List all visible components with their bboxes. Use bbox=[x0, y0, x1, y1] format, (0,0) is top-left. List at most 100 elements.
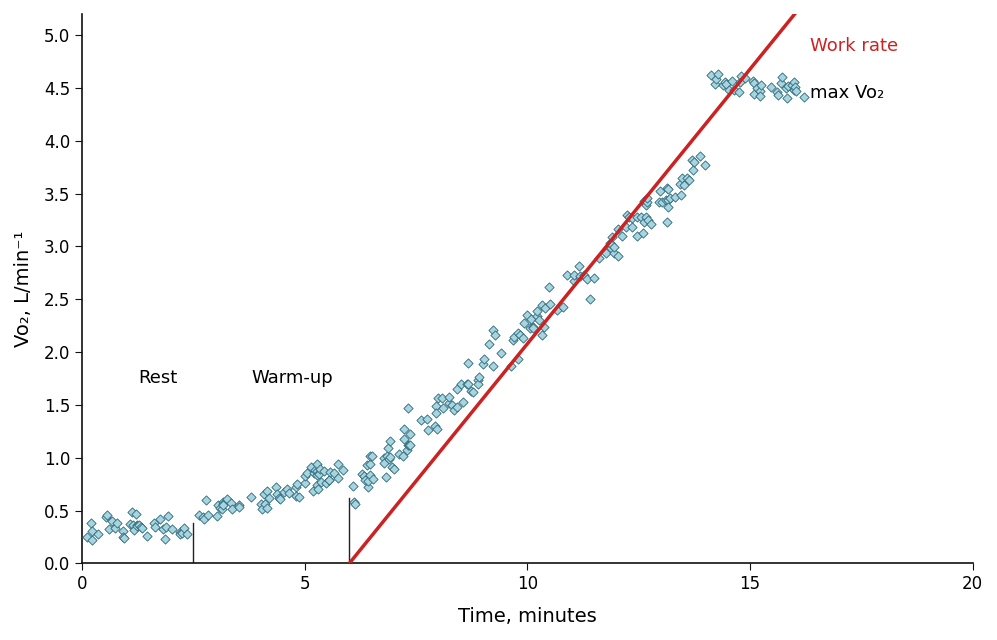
Point bbox=[224, 504, 240, 515]
Point bbox=[303, 462, 319, 472]
Point bbox=[525, 323, 541, 333]
Point bbox=[681, 175, 697, 185]
Point bbox=[171, 527, 187, 537]
Point bbox=[578, 274, 594, 284]
Point bbox=[215, 500, 231, 510]
Point bbox=[271, 493, 287, 504]
Point bbox=[198, 495, 214, 506]
Point bbox=[298, 468, 314, 478]
Point bbox=[98, 512, 114, 522]
Point bbox=[419, 414, 435, 424]
Point bbox=[753, 80, 769, 90]
Point bbox=[747, 88, 763, 99]
Point bbox=[780, 81, 796, 91]
Point bbox=[475, 358, 491, 369]
Point bbox=[215, 499, 231, 509]
Point bbox=[534, 300, 550, 310]
Point bbox=[402, 429, 418, 439]
Point bbox=[91, 529, 107, 539]
Point bbox=[540, 282, 556, 292]
Point bbox=[566, 270, 582, 280]
Point bbox=[191, 510, 207, 520]
Point bbox=[624, 212, 640, 223]
Point bbox=[435, 403, 451, 413]
Point bbox=[309, 466, 325, 476]
Point bbox=[313, 477, 329, 487]
Point bbox=[148, 522, 164, 532]
Point bbox=[321, 475, 337, 485]
Point bbox=[306, 468, 322, 478]
Point bbox=[709, 74, 725, 84]
Point bbox=[360, 482, 376, 492]
Point bbox=[132, 520, 148, 530]
Point bbox=[566, 276, 582, 287]
Point bbox=[258, 503, 274, 513]
Point bbox=[470, 374, 486, 385]
Point bbox=[347, 499, 363, 509]
Point bbox=[450, 403, 466, 413]
Point bbox=[290, 492, 306, 502]
Point bbox=[629, 211, 645, 221]
Point bbox=[345, 481, 361, 492]
Point bbox=[178, 529, 194, 539]
Point bbox=[774, 77, 790, 88]
Point bbox=[685, 164, 701, 175]
X-axis label: Time, minutes: Time, minutes bbox=[458, 607, 597, 626]
Point bbox=[463, 385, 479, 396]
Point bbox=[288, 481, 304, 492]
Point bbox=[223, 498, 239, 508]
Point bbox=[559, 270, 575, 280]
Point bbox=[485, 325, 500, 335]
Point bbox=[140, 531, 156, 541]
Point bbox=[753, 92, 769, 102]
Point bbox=[509, 354, 525, 364]
Point bbox=[652, 186, 668, 196]
Point bbox=[763, 83, 779, 93]
Point bbox=[549, 305, 565, 315]
Point bbox=[297, 478, 313, 488]
Point bbox=[788, 82, 804, 92]
Point bbox=[400, 440, 416, 451]
Point bbox=[399, 444, 415, 454]
Point bbox=[610, 252, 626, 262]
Point bbox=[128, 509, 144, 520]
Point bbox=[318, 478, 334, 488]
Point bbox=[212, 503, 228, 513]
Point bbox=[660, 195, 676, 205]
Point bbox=[158, 522, 173, 532]
Point bbox=[382, 452, 398, 462]
Point bbox=[362, 451, 378, 461]
Point bbox=[610, 224, 626, 234]
Point bbox=[309, 480, 325, 490]
Point bbox=[476, 353, 492, 364]
Point bbox=[591, 253, 607, 264]
Point bbox=[621, 212, 637, 222]
Point bbox=[254, 504, 270, 514]
Point bbox=[209, 511, 225, 521]
Point bbox=[643, 219, 659, 229]
Point bbox=[446, 404, 462, 415]
Point bbox=[659, 182, 675, 193]
Point bbox=[576, 270, 592, 280]
Point bbox=[357, 475, 373, 485]
Point bbox=[243, 492, 259, 502]
Point bbox=[505, 335, 521, 345]
Point bbox=[654, 197, 670, 207]
Point bbox=[133, 522, 149, 532]
Point bbox=[536, 303, 552, 313]
Point bbox=[638, 212, 654, 222]
Point bbox=[107, 522, 123, 532]
Point bbox=[84, 518, 100, 528]
Point bbox=[214, 504, 230, 514]
Point bbox=[606, 241, 622, 252]
Point bbox=[105, 516, 121, 526]
Point bbox=[629, 231, 645, 241]
Point bbox=[129, 520, 145, 530]
Point bbox=[129, 521, 145, 531]
Point bbox=[605, 248, 621, 258]
Point bbox=[731, 87, 747, 97]
Point bbox=[639, 193, 655, 203]
Point bbox=[397, 434, 413, 444]
Point bbox=[134, 524, 150, 534]
Point bbox=[660, 184, 676, 194]
